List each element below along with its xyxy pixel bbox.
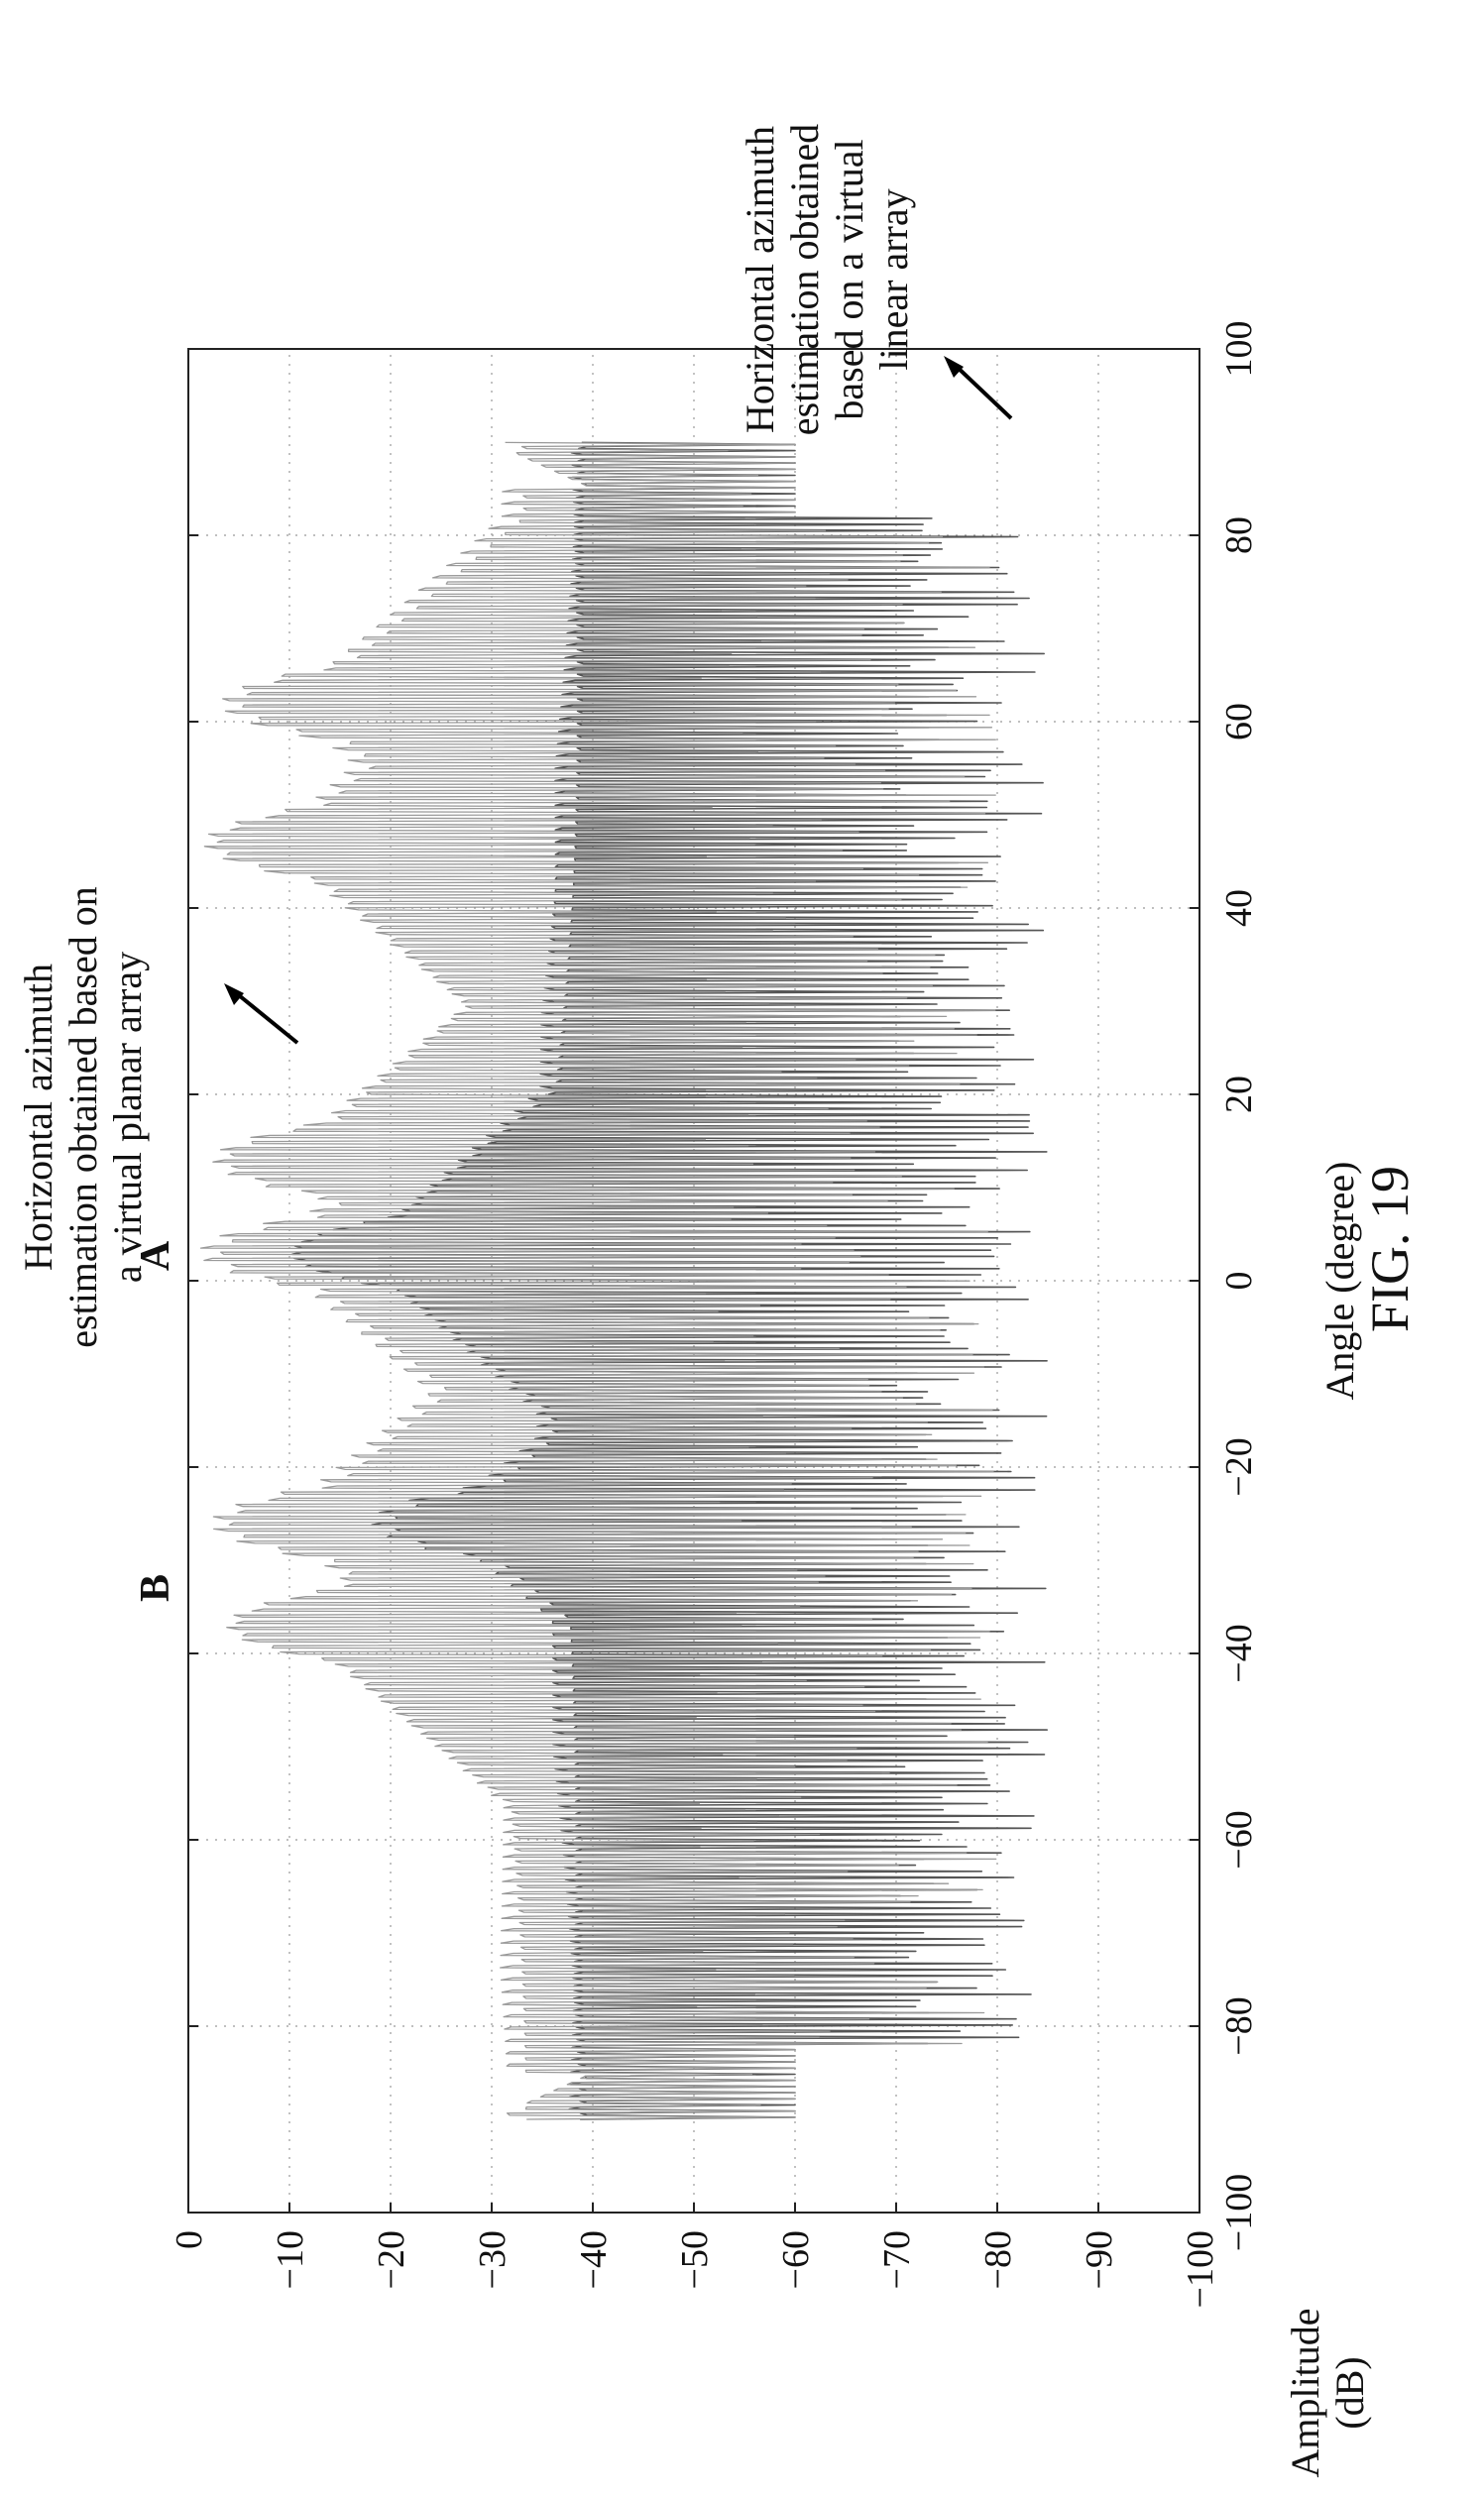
y-axis-label-line2: (dB) xyxy=(1327,2356,1372,2429)
x-tick-label: 100 xyxy=(1218,321,1260,378)
y-tick-label: −40 xyxy=(573,2230,615,2289)
figure-caption: FIG. 19 xyxy=(1360,1166,1420,1332)
y-tick-label: 0 xyxy=(169,2230,210,2249)
planar-arrow xyxy=(224,983,299,1045)
x-tick-label: −20 xyxy=(1218,1437,1260,1496)
y-tick-label: −10 xyxy=(270,2230,311,2289)
x-tick-label: 40 xyxy=(1218,889,1260,927)
series-line-2 xyxy=(199,441,997,2120)
y-tick-label: −60 xyxy=(775,2230,817,2289)
y-tick-label: −80 xyxy=(977,2230,1019,2289)
linear-annotation-line3: based on a virtual xyxy=(827,139,871,419)
chart: −100 −80 −60 −40 −20 0 20 40 60 80 100 0 −10 −20 −30 −4… xyxy=(16,124,1372,2478)
x-tick-label: −100 xyxy=(1218,2174,1260,2251)
y-tick-label: −70 xyxy=(876,2230,918,2289)
y-tick-label: −20 xyxy=(371,2230,412,2289)
planar-annotation-line2: estimation obtained based on xyxy=(60,886,105,1347)
x-axis-label: Angle (degree) xyxy=(1317,1162,1362,1401)
x-tick-label: −60 xyxy=(1218,1810,1260,1869)
figure-label: FIG. 19 xyxy=(1360,1166,1420,1332)
y-tick-label: −90 xyxy=(1079,2230,1120,2289)
axis-ticks: −100 −80 −60 −40 −20 0 20 40 60 80 100 0 −10 −20 −30 −4… xyxy=(169,321,1260,2309)
marker-b: B xyxy=(133,1574,178,1602)
linear-arrow xyxy=(944,356,1013,420)
x-tick-label: −40 xyxy=(1218,1624,1260,1682)
x-tick-label: 20 xyxy=(1218,1076,1260,1113)
y-axis-label-line1: Amplitude xyxy=(1283,2308,1327,2477)
linear-annotation-line1: Horizontal azimuth xyxy=(738,126,782,433)
y-tick-label: −30 xyxy=(472,2230,514,2289)
planar-annotation-line3: a virtual planar array xyxy=(105,952,150,1283)
linear-annotation-line4: linear array xyxy=(871,188,916,370)
marker-a: A xyxy=(133,1240,178,1271)
planar-annotation-line1: Horizontal azimuth xyxy=(16,964,60,1271)
x-tick-label: −80 xyxy=(1218,1996,1260,2055)
x-tick-label: 80 xyxy=(1218,516,1260,554)
series-layer xyxy=(199,441,1048,2120)
x-tick-label: 0 xyxy=(1218,1272,1260,1291)
y-tick-label: −50 xyxy=(674,2230,716,2289)
x-tick-label: 60 xyxy=(1218,703,1260,740)
y-tick-label: −100 xyxy=(1180,2230,1221,2308)
linear-annotation-line2: estimation obtained xyxy=(782,124,827,435)
